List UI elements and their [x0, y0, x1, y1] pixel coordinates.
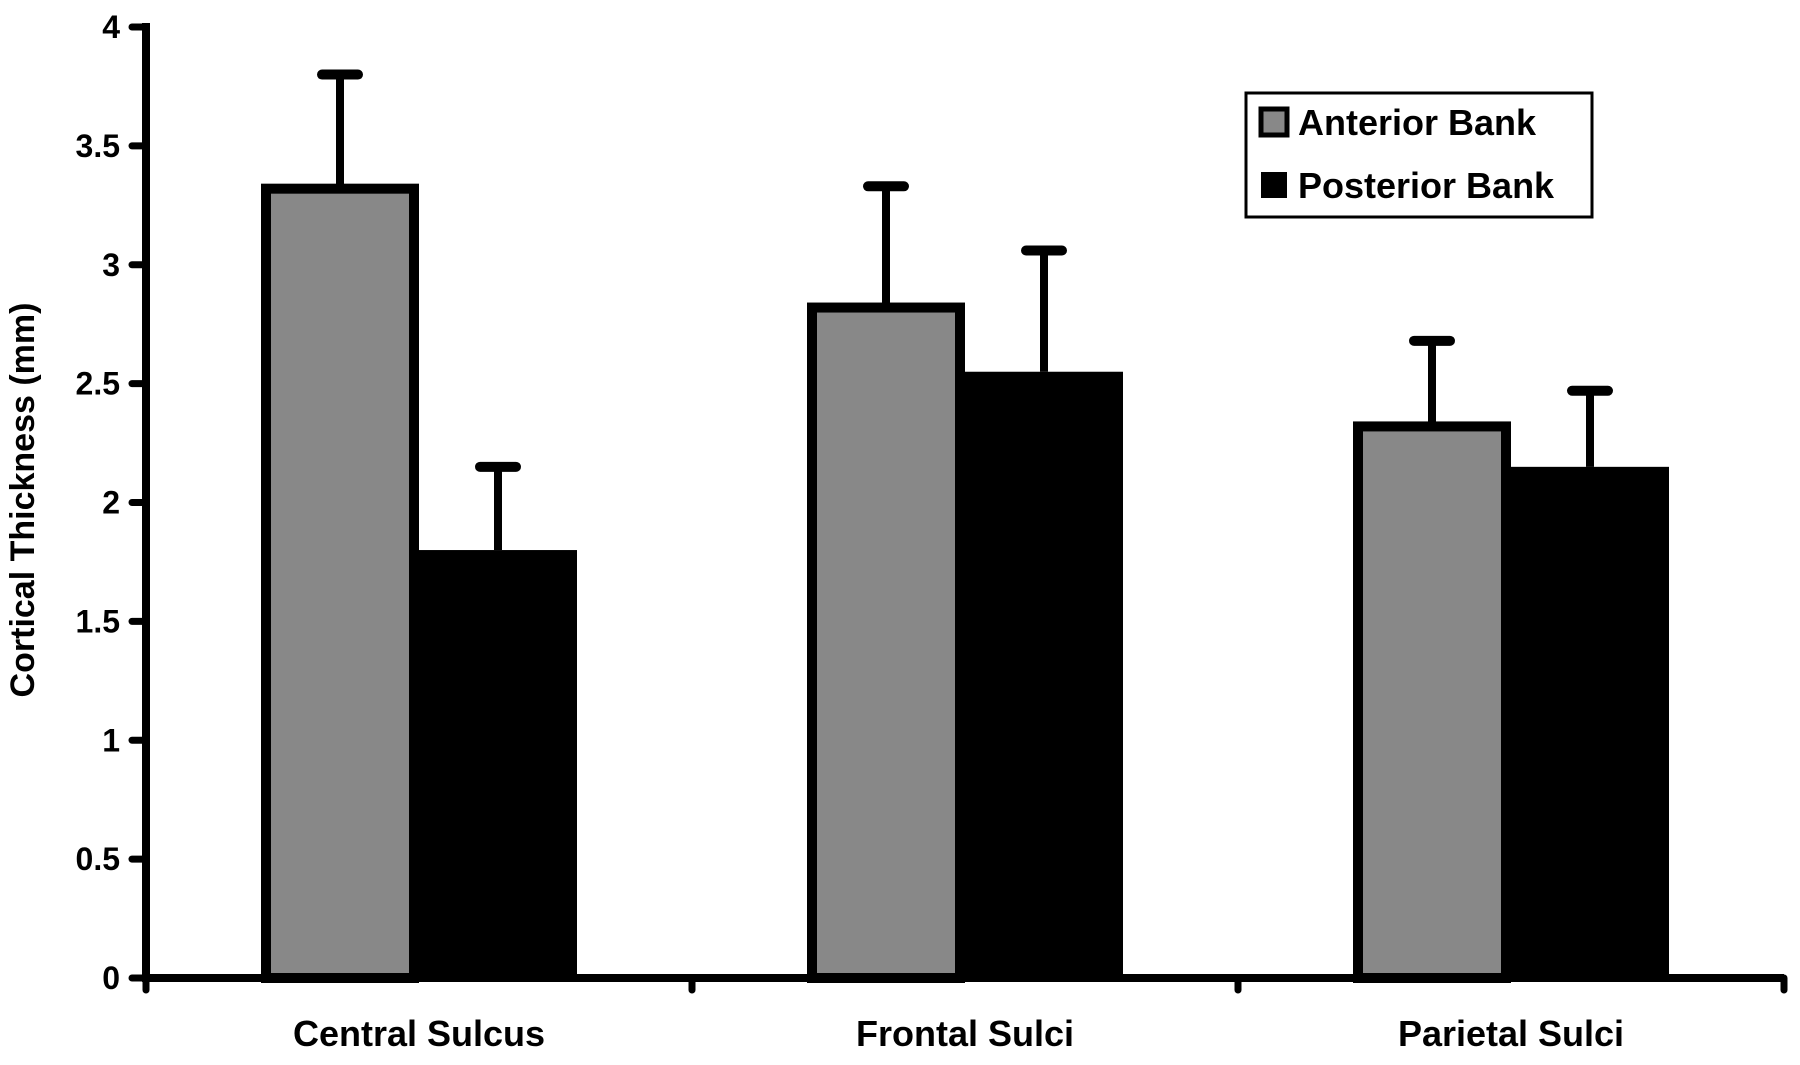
anterior-bank-bar: [1353, 421, 1511, 984]
y-tick-label: 3.5: [76, 128, 120, 164]
anterior-bank-bar: [261, 183, 419, 984]
y-tick-label: 0.5: [76, 841, 120, 877]
posterior-legend-label: Posterior Bank: [1298, 165, 1555, 206]
anterior-legend-label: Anterior Bank: [1298, 102, 1537, 143]
y-tick-label: 2.5: [76, 366, 120, 402]
y-axis-title: Cortical Thickness (mm): [4, 303, 42, 698]
bars-layer: [261, 69, 1669, 984]
legend-box: [1244, 91, 1594, 219]
legend: Anterior Bank Posterior Bank: [1244, 91, 1594, 219]
posterior-bank-bar: [419, 550, 577, 978]
y-tick-label: 0: [102, 960, 120, 996]
anterior-legend-swatch: [1258, 106, 1290, 138]
x-tick-label: Frontal Sulci: [856, 1013, 1074, 1054]
posterior-bank-bar: [965, 371, 1123, 978]
y-tick-label: 3: [102, 247, 120, 283]
y-tick-label: 1: [102, 722, 120, 758]
posterior-legend-swatch: [1261, 172, 1287, 198]
x-tick-label: Central Sulcus: [293, 1013, 545, 1054]
y-tick-label: 4: [102, 9, 120, 45]
anterior-bank-bar: [807, 302, 965, 984]
y-tick-label: 1.5: [76, 603, 120, 639]
x-tick-label: Parietal Sulci: [1398, 1013, 1624, 1054]
posterior-bank-bar: [1511, 466, 1669, 978]
y-tick-label: 2: [102, 485, 120, 521]
